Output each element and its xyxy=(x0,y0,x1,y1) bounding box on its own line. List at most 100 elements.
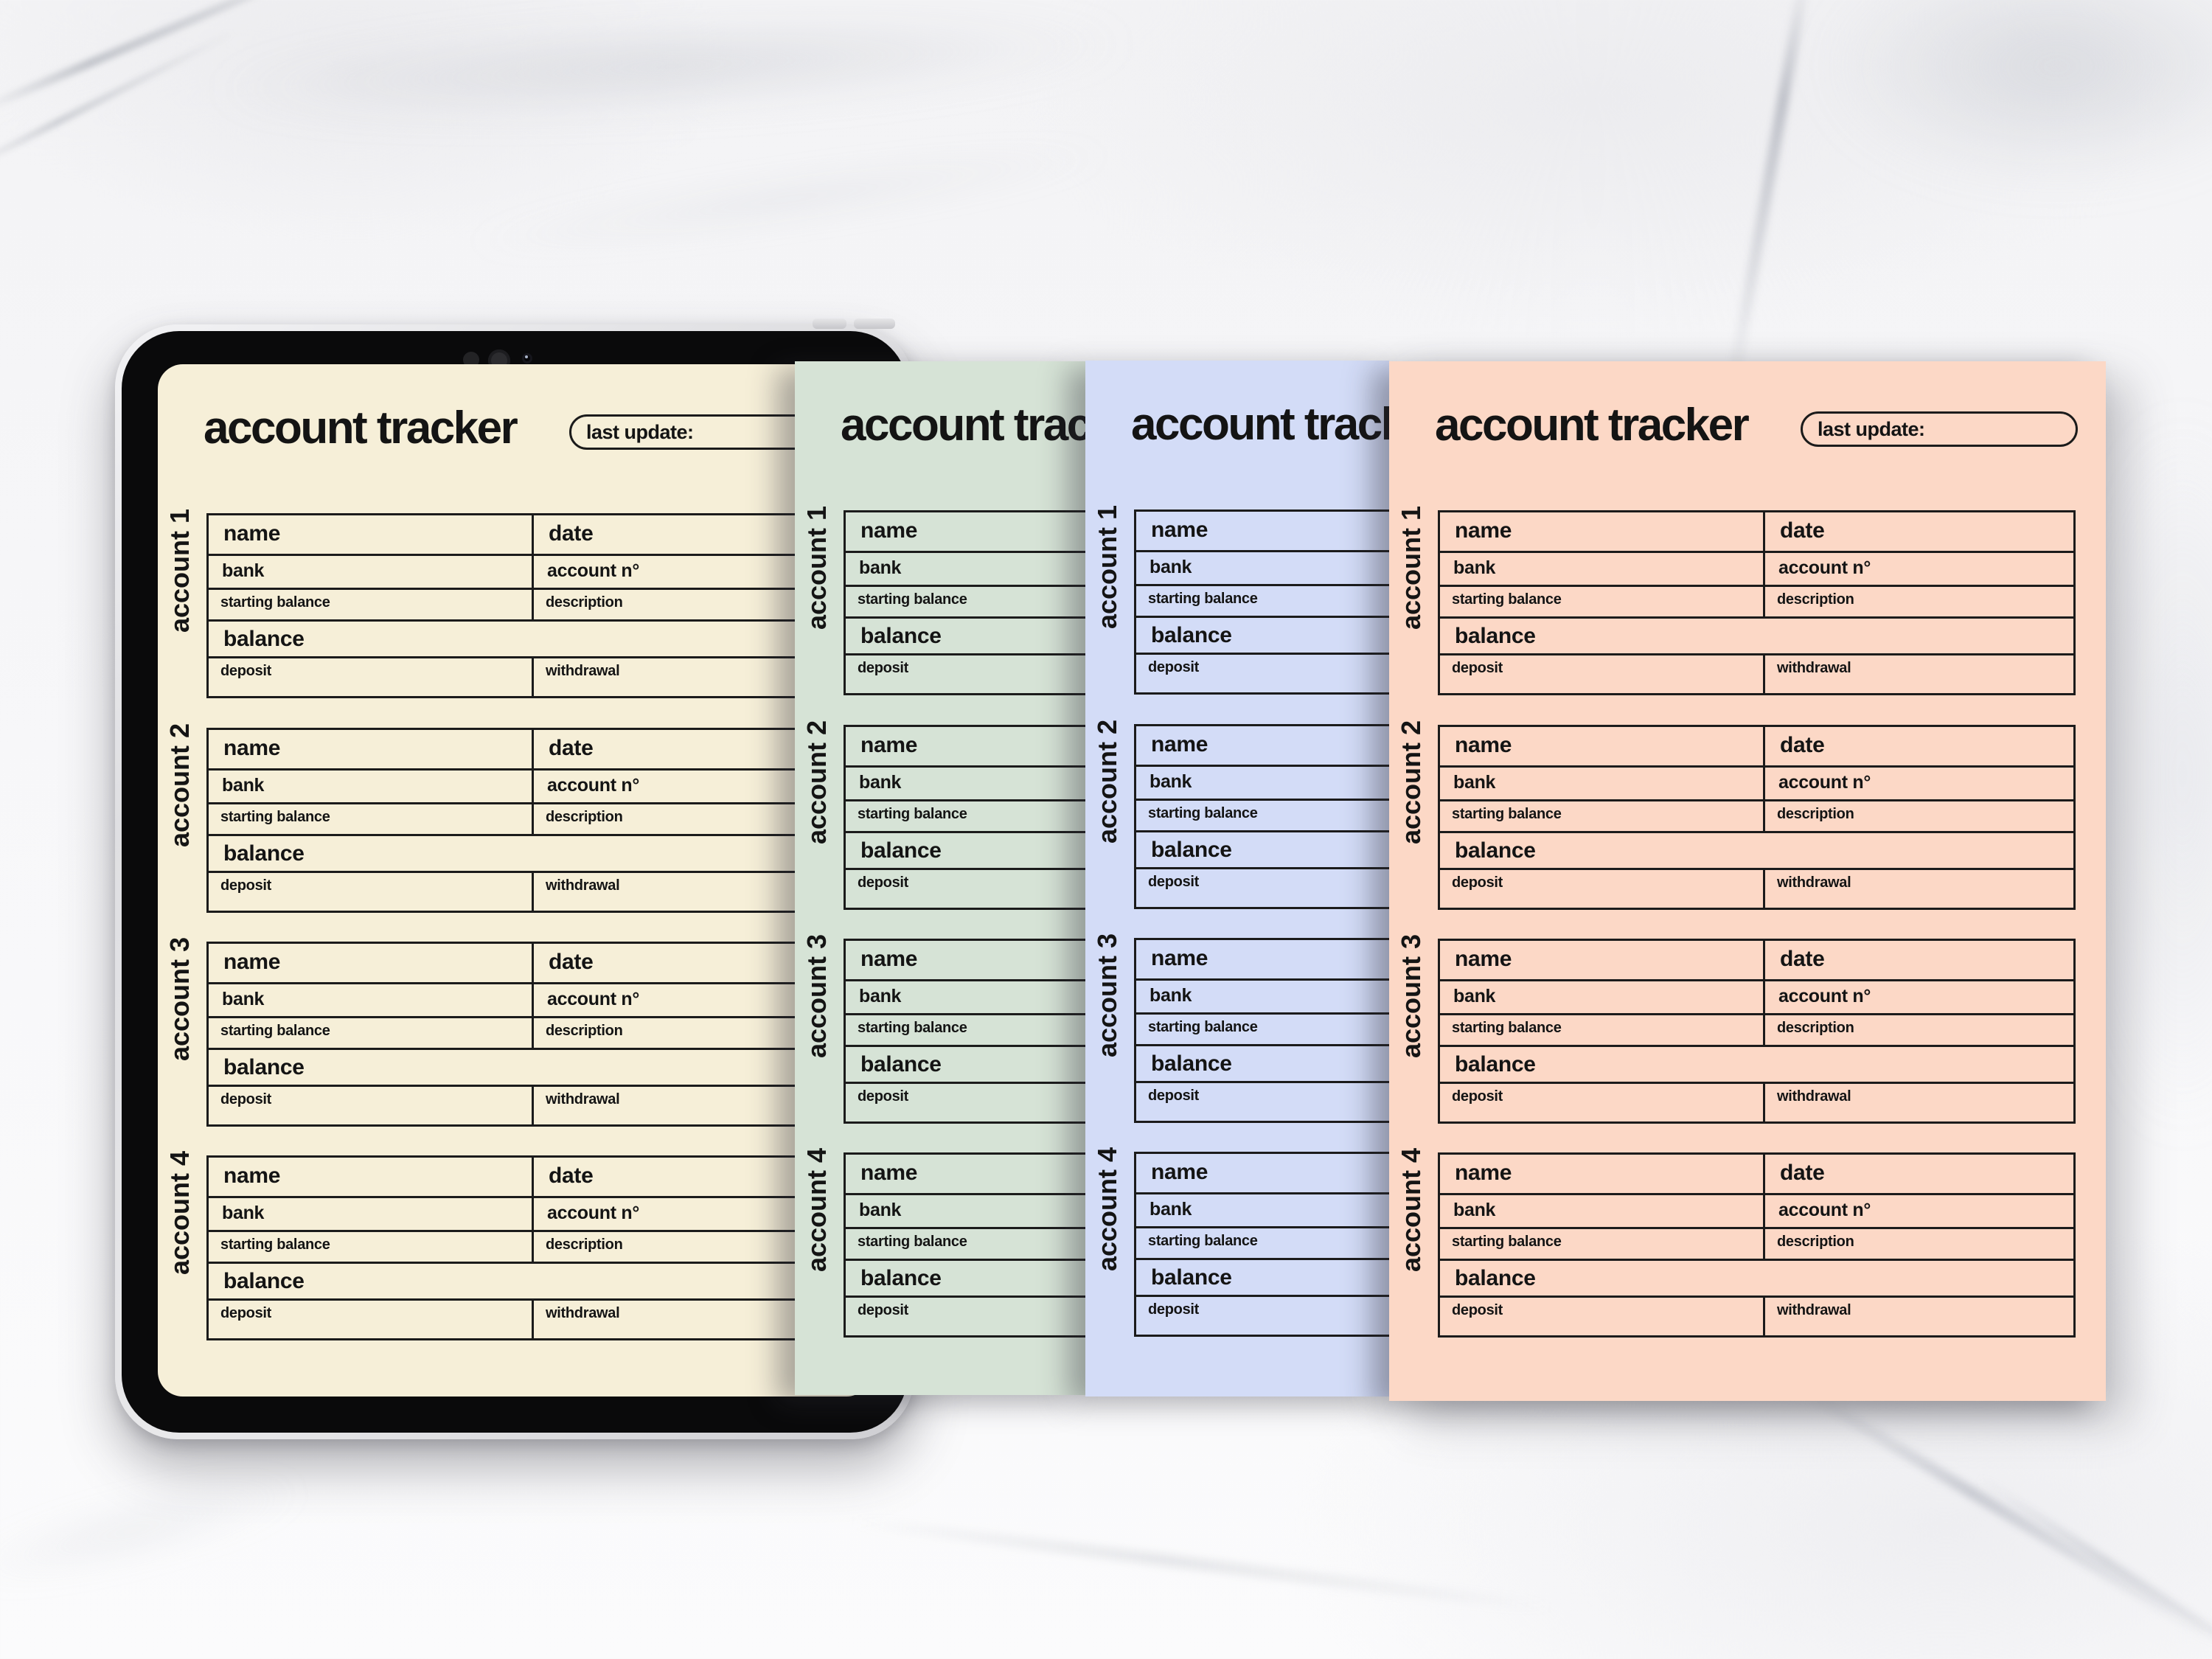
balance-cell[interactable]: balance xyxy=(209,1050,842,1085)
starting-balance-cell[interactable]: starting balance xyxy=(846,1015,1085,1045)
starting-balance-cell[interactable]: starting balance xyxy=(1440,587,1763,616)
bank-cell[interactable]: bank xyxy=(1136,1194,1389,1226)
deposit-cell[interactable]: deposit xyxy=(1440,1084,1763,1121)
balance-cell[interactable]: balance xyxy=(1136,1260,1389,1295)
date-cell[interactable]: date xyxy=(1763,727,2073,765)
name-cell[interactable]: name xyxy=(1136,726,1389,765)
balance-cell[interactable]: balance xyxy=(1440,619,2073,653)
bank-cell[interactable]: bank xyxy=(209,771,532,802)
bank-cell[interactable]: bank xyxy=(846,553,1085,585)
date-cell[interactable]: date xyxy=(1763,941,2073,979)
deposit-cell[interactable]: deposit xyxy=(1136,1083,1389,1121)
balance-cell[interactable]: balance xyxy=(846,1261,1085,1295)
account-number-cell[interactable]: account n° xyxy=(1763,981,2073,1013)
bank-cell[interactable]: bank xyxy=(1136,767,1389,799)
name-cell[interactable]: name xyxy=(1440,941,1763,979)
account-number-cell[interactable]: account n° xyxy=(532,771,842,802)
deposit-cell[interactable]: deposit xyxy=(846,655,1085,693)
bank-cell[interactable]: bank xyxy=(846,981,1085,1013)
balance-cell[interactable]: balance xyxy=(1440,1261,2073,1295)
withdrawal-cell[interactable]: withdrawal xyxy=(1763,655,2073,693)
starting-balance-cell[interactable]: starting balance xyxy=(846,1229,1085,1259)
deposit-cell[interactable]: deposit xyxy=(846,1084,1085,1121)
starting-balance-cell[interactable]: starting balance xyxy=(1440,801,1763,831)
name-cell[interactable]: name xyxy=(1136,512,1389,550)
deposit-cell[interactable]: deposit xyxy=(1440,870,1763,908)
deposit-cell[interactable]: deposit xyxy=(209,658,532,696)
deposit-cell[interactable]: deposit xyxy=(1440,1298,1763,1335)
name-cell[interactable]: name xyxy=(209,1158,532,1196)
starting-balance-cell[interactable]: starting balance xyxy=(209,590,532,619)
balance-cell[interactable]: balance xyxy=(209,836,842,871)
date-cell[interactable]: date xyxy=(532,1158,842,1196)
name-cell[interactable]: name xyxy=(846,1155,1085,1193)
account-number-cell[interactable]: account n° xyxy=(532,1198,842,1230)
starting-balance-cell[interactable]: starting balance xyxy=(209,1018,532,1048)
starting-balance-cell[interactable]: starting balance xyxy=(209,1232,532,1262)
name-cell[interactable]: name xyxy=(209,515,532,554)
withdrawal-cell[interactable]: withdrawal xyxy=(532,1301,842,1338)
date-cell[interactable]: date xyxy=(1763,512,2073,551)
deposit-cell[interactable]: deposit xyxy=(209,1301,532,1338)
deposit-cell[interactable]: deposit xyxy=(1440,655,1763,693)
bank-cell[interactable]: bank xyxy=(209,1198,532,1230)
starting-balance-cell[interactable]: starting balance xyxy=(1440,1229,1763,1259)
balance-cell[interactable]: balance xyxy=(846,619,1085,653)
starting-balance-cell[interactable]: starting balance xyxy=(209,804,532,834)
name-cell[interactable]: name xyxy=(1440,512,1763,551)
deposit-cell[interactable]: deposit xyxy=(1136,869,1389,907)
name-cell[interactable]: name xyxy=(1136,940,1389,978)
name-cell[interactable]: name xyxy=(1440,1155,1763,1193)
balance-cell[interactable]: balance xyxy=(1136,618,1389,653)
withdrawal-cell[interactable]: withdrawal xyxy=(532,658,842,696)
starting-balance-cell[interactable]: starting balance xyxy=(1136,586,1389,616)
name-cell[interactable]: name xyxy=(209,730,532,768)
withdrawal-cell[interactable]: withdrawal xyxy=(1763,1298,2073,1335)
balance-cell[interactable]: balance xyxy=(209,622,842,656)
starting-balance-cell[interactable]: starting balance xyxy=(1136,1015,1389,1044)
deposit-cell[interactable]: deposit xyxy=(209,1087,532,1124)
withdrawal-cell[interactable]: withdrawal xyxy=(532,873,842,911)
date-cell[interactable]: date xyxy=(1763,1155,2073,1193)
bank-cell[interactable]: bank xyxy=(1136,552,1389,584)
bank-cell[interactable]: bank xyxy=(1440,768,1763,799)
name-cell[interactable]: name xyxy=(1440,727,1763,765)
bank-cell[interactable]: bank xyxy=(846,768,1085,799)
date-cell[interactable]: date xyxy=(532,944,842,982)
account-number-cell[interactable]: account n° xyxy=(532,984,842,1016)
date-cell[interactable]: date xyxy=(532,730,842,768)
deposit-cell[interactable]: deposit xyxy=(209,873,532,911)
balance-cell[interactable]: balance xyxy=(846,833,1085,868)
last-update-field[interactable]: last update: xyxy=(1801,411,2078,447)
starting-balance-cell[interactable]: starting balance xyxy=(1136,801,1389,830)
starting-balance-cell[interactable]: starting balance xyxy=(1440,1015,1763,1045)
account-number-cell[interactable]: account n° xyxy=(532,556,842,588)
description-cell[interactable]: description xyxy=(1763,1015,2073,1045)
description-cell[interactable]: description xyxy=(532,1018,842,1048)
bank-cell[interactable]: bank xyxy=(1440,981,1763,1013)
account-number-cell[interactable]: account n° xyxy=(1763,1195,2073,1227)
name-cell[interactable]: name xyxy=(846,727,1085,765)
account-number-cell[interactable]: account n° xyxy=(1763,768,2073,799)
bank-cell[interactable]: bank xyxy=(1440,1195,1763,1227)
description-cell[interactable]: description xyxy=(1763,1229,2073,1259)
description-cell[interactable]: description xyxy=(532,804,842,834)
balance-cell[interactable]: balance xyxy=(846,1047,1085,1082)
balance-cell[interactable]: balance xyxy=(209,1264,842,1298)
starting-balance-cell[interactable]: starting balance xyxy=(846,587,1085,616)
starting-balance-cell[interactable]: starting balance xyxy=(1136,1228,1389,1258)
starting-balance-cell[interactable]: starting balance xyxy=(846,801,1085,831)
withdrawal-cell[interactable]: withdrawal xyxy=(1763,1084,2073,1121)
description-cell[interactable]: description xyxy=(532,1232,842,1262)
bank-cell[interactable]: bank xyxy=(209,984,532,1016)
withdrawal-cell[interactable]: withdrawal xyxy=(1763,870,2073,908)
deposit-cell[interactable]: deposit xyxy=(1136,1297,1389,1335)
balance-cell[interactable]: balance xyxy=(1136,1046,1389,1081)
description-cell[interactable]: description xyxy=(1763,801,2073,831)
bank-cell[interactable]: bank xyxy=(1440,553,1763,585)
bank-cell[interactable]: bank xyxy=(1136,981,1389,1012)
description-cell[interactable]: description xyxy=(1763,587,2073,616)
balance-cell[interactable]: balance xyxy=(1136,832,1389,867)
deposit-cell[interactable]: deposit xyxy=(846,1298,1085,1335)
name-cell[interactable]: name xyxy=(1136,1154,1389,1192)
